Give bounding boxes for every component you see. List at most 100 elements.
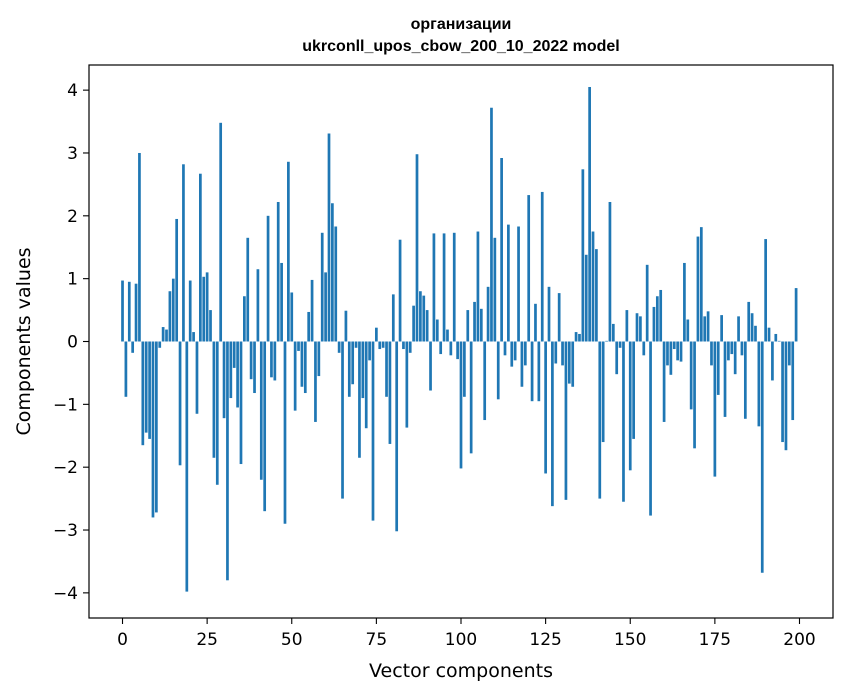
bars-group xyxy=(121,86,798,592)
y-tick-label: 4 xyxy=(67,81,78,101)
bar-31 xyxy=(226,341,229,581)
bar-157 xyxy=(652,306,656,342)
bar-177 xyxy=(720,315,723,342)
bar-104 xyxy=(473,301,476,342)
bar-59 xyxy=(320,232,324,342)
bar-66 xyxy=(344,310,348,342)
bar-131 xyxy=(564,341,568,500)
bar-138 xyxy=(588,86,591,342)
bar-57 xyxy=(314,341,317,422)
y-tick-label: −1 xyxy=(53,395,78,415)
y-tick-label: 1 xyxy=(67,270,78,290)
bar-125 xyxy=(544,341,547,474)
bar-29 xyxy=(219,122,223,342)
y-tick-label: −3 xyxy=(53,521,78,541)
bar-49 xyxy=(287,161,290,342)
y-tick-label: 2 xyxy=(67,207,78,227)
bar-143 xyxy=(605,340,608,342)
bar-30 xyxy=(222,341,226,419)
bar-139 xyxy=(591,231,595,342)
bar-81 xyxy=(395,341,399,532)
bar-102 xyxy=(466,310,470,342)
bar-80 xyxy=(391,294,395,342)
bar-171 xyxy=(699,227,703,342)
bar-117 xyxy=(517,226,520,342)
bar-1 xyxy=(124,341,128,397)
bar-162 xyxy=(669,341,673,375)
bar-45 xyxy=(273,341,277,381)
bar-148 xyxy=(622,341,625,502)
bar-95 xyxy=(442,233,446,342)
x-tick-label: 25 xyxy=(196,630,218,650)
bar-174 xyxy=(710,341,713,366)
bar-48 xyxy=(283,341,287,524)
bar-51 xyxy=(293,341,297,411)
bar-0 xyxy=(121,280,124,342)
bar-53 xyxy=(300,341,304,387)
bar-193 xyxy=(774,333,778,342)
bar-173 xyxy=(706,311,710,342)
ticks-group: 0 25 50 75 100 125 150 175 200 −4 −3 −2 −1 0 1 2 3 4 xyxy=(53,81,816,650)
bar-185 xyxy=(747,301,751,342)
x-tick-label: 50 xyxy=(281,630,303,650)
bar-74 xyxy=(371,341,375,521)
bar-56 xyxy=(310,279,314,342)
bar-126 xyxy=(547,286,551,342)
bar-178 xyxy=(723,341,727,417)
bar-92 xyxy=(432,233,436,342)
bar-100 xyxy=(459,341,463,469)
bar-189 xyxy=(760,341,764,573)
bar-159 xyxy=(659,289,663,342)
bar-87 xyxy=(415,154,419,342)
bar-111 xyxy=(496,341,500,400)
bar-105 xyxy=(476,231,480,342)
bar-70 xyxy=(358,341,361,458)
bar-72 xyxy=(364,341,368,429)
bar-146 xyxy=(615,341,619,375)
bar-179 xyxy=(727,341,730,361)
bar-195 xyxy=(781,341,784,443)
x-axis-label: Vector components xyxy=(369,660,553,682)
bar-7 xyxy=(144,341,148,433)
bar-123 xyxy=(537,341,541,402)
bar-137 xyxy=(584,254,588,342)
bar-186 xyxy=(750,313,754,342)
bar-12 xyxy=(161,327,165,342)
bar-21 xyxy=(192,332,195,342)
bar-4 xyxy=(134,283,138,342)
bar-161 xyxy=(666,341,669,366)
bar-67 xyxy=(347,341,351,397)
bar-18 xyxy=(182,164,185,342)
bar-156 xyxy=(649,341,652,516)
bar-26 xyxy=(209,310,212,342)
bar-120 xyxy=(527,195,531,342)
bar-3 xyxy=(131,341,135,353)
bar-133 xyxy=(571,341,575,387)
bar-122 xyxy=(534,303,537,342)
bar-175 xyxy=(713,341,717,477)
bar-15 xyxy=(171,278,175,342)
bar-69 xyxy=(354,341,358,348)
bar-96 xyxy=(446,329,449,342)
bar-147 xyxy=(618,341,622,348)
bar-34 xyxy=(236,341,239,408)
bar-90 xyxy=(425,310,429,342)
bar-54 xyxy=(303,341,307,394)
bar-130 xyxy=(561,341,564,366)
bar-176 xyxy=(716,341,720,395)
bar-169 xyxy=(693,341,696,449)
bar-127 xyxy=(551,341,554,507)
bar-187 xyxy=(754,325,757,342)
bar-38 xyxy=(249,341,253,380)
bar-145 xyxy=(611,323,615,342)
bar-167 xyxy=(686,319,690,342)
bar-2 xyxy=(127,281,131,342)
bar-134 xyxy=(574,332,578,342)
bar-110 xyxy=(493,237,497,342)
bar-24 xyxy=(202,276,206,342)
bar-192 xyxy=(771,341,774,381)
bar-97 xyxy=(449,341,453,356)
x-tick-label: 200 xyxy=(783,630,815,650)
bar-8 xyxy=(148,341,151,439)
